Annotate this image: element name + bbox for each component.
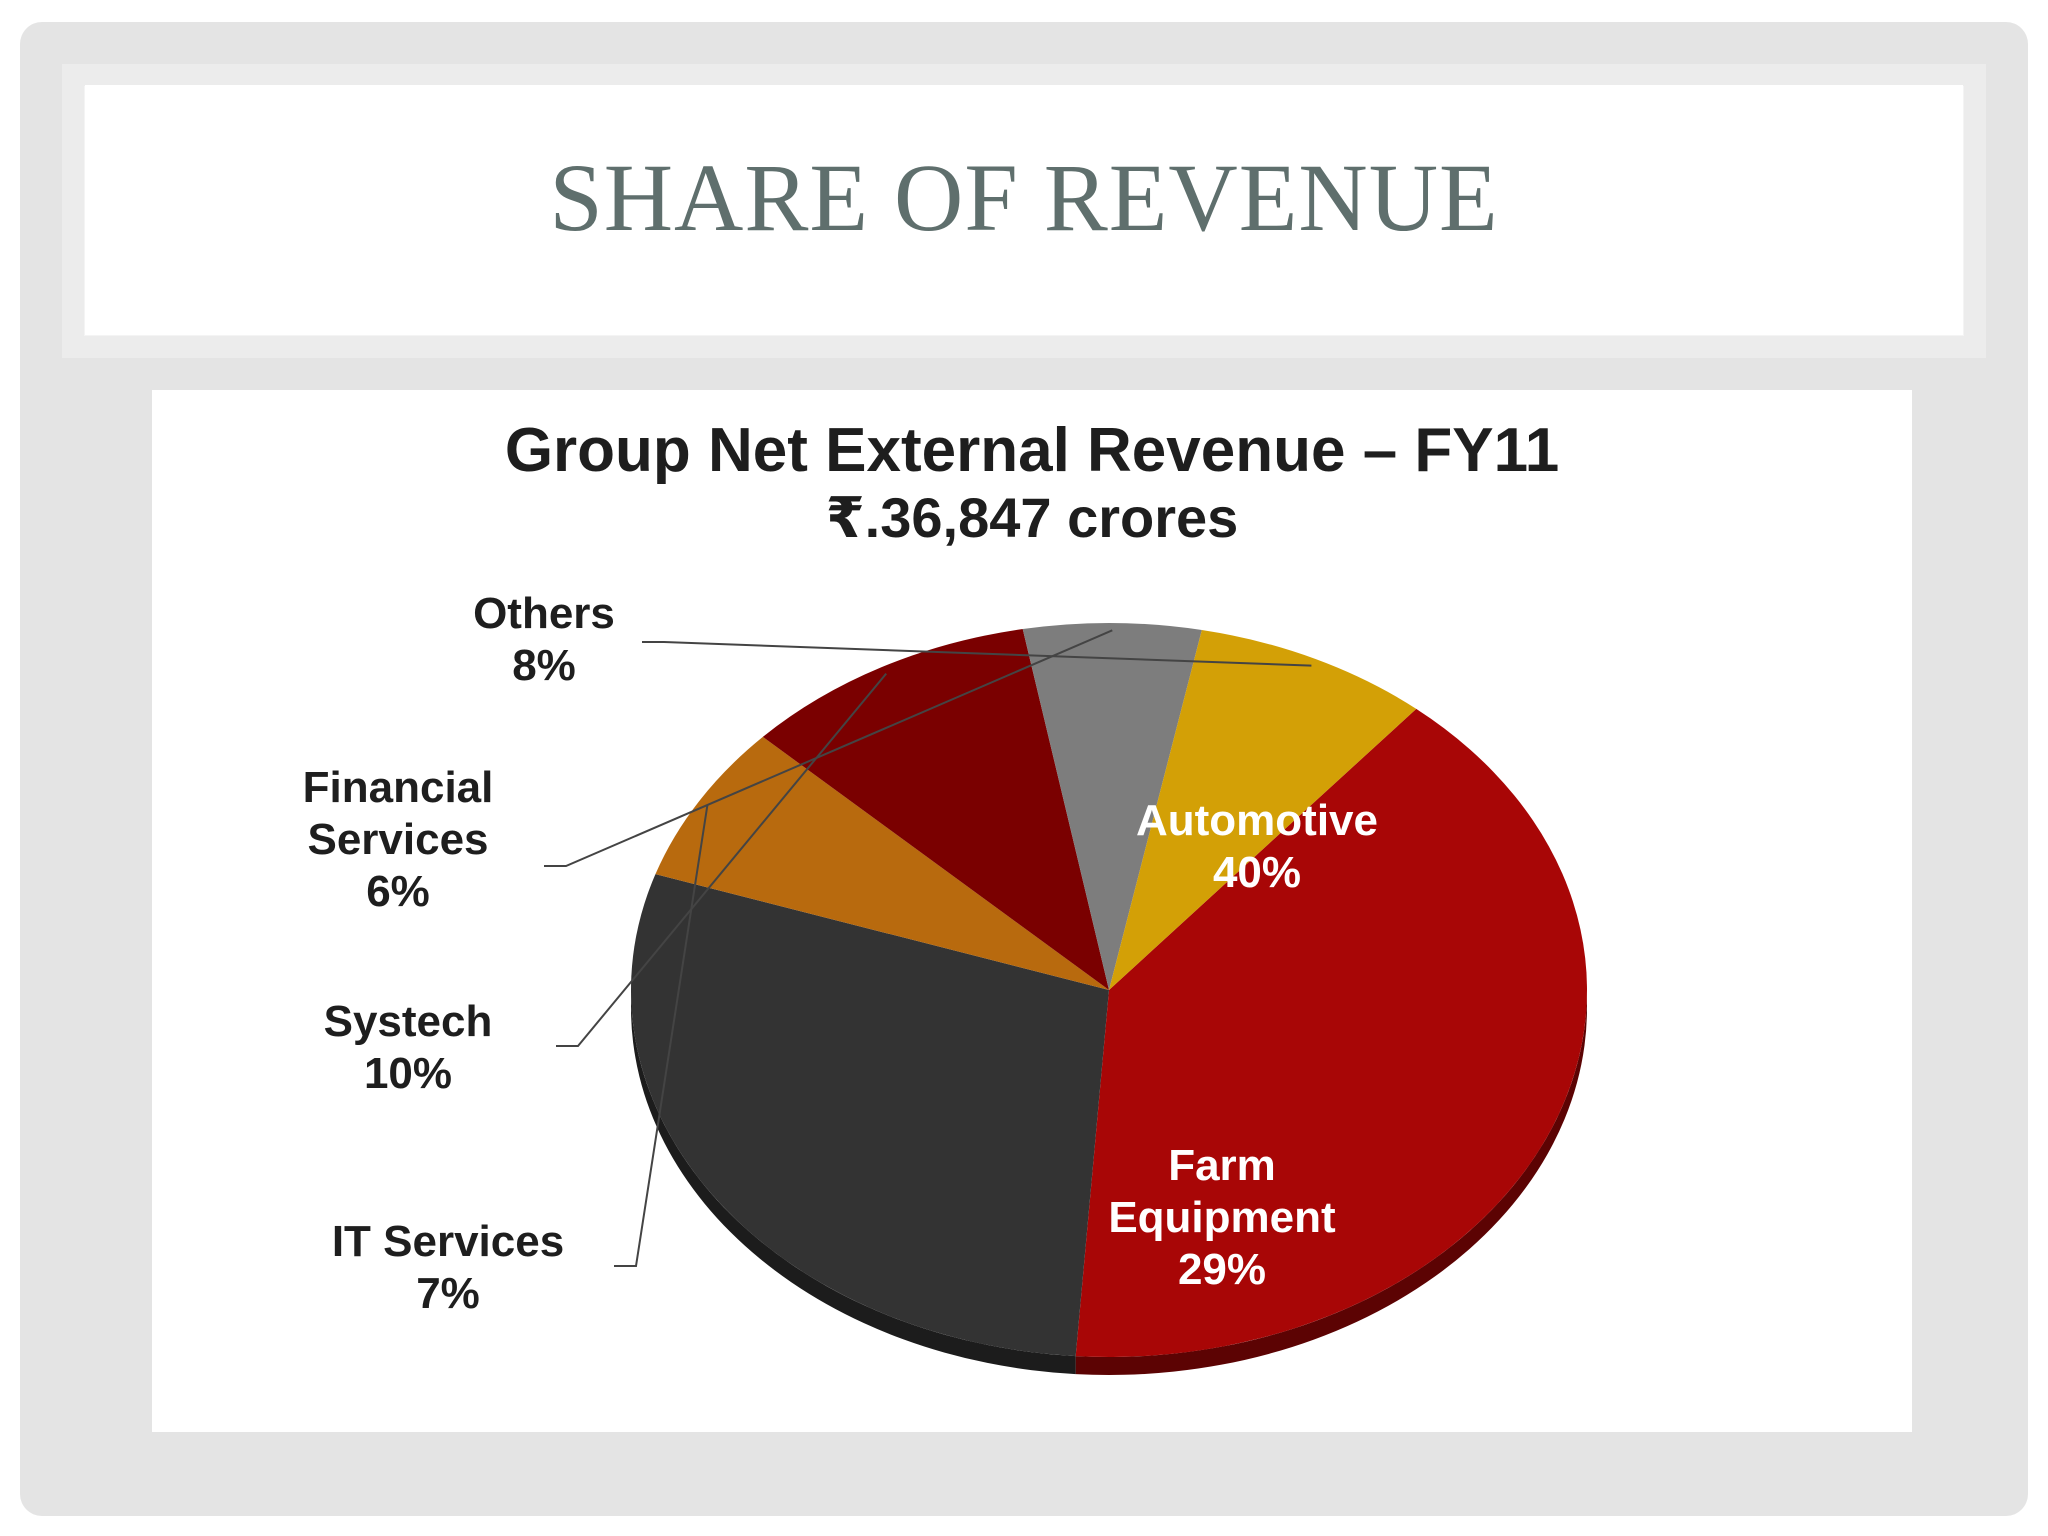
leader-line-systech: [556, 672, 887, 1047]
leader-line-others: [642, 641, 1312, 667]
slice-value-systech: 10%: [364, 1049, 452, 1098]
slice-name-automotive: Automotive: [1136, 796, 1378, 845]
title-inner: [85, 85, 1963, 335]
slice-name-financial-services: Financial: [303, 763, 494, 812]
leader-line-it-services: [614, 804, 709, 1267]
slice-name-farm-equipment: Farm: [1168, 1141, 1276, 1190]
slice-label-automotive: Automotive 40%: [1136, 796, 1378, 897]
slice-label-it-services: IT Services 7%: [332, 1217, 564, 1318]
slice-name-financial-services: Services: [307, 815, 488, 864]
slice-value-automotive: 40%: [1213, 848, 1301, 897]
slice-value-financial-services: 6%: [366, 867, 430, 916]
chart-panel: Group Net External Revenue – FY11 ₹.36,8…: [152, 390, 1912, 1432]
chart-subtitle: ₹.36,847 crores: [825, 486, 1239, 549]
chart-title: Group Net External Revenue – FY11: [504, 416, 1560, 485]
slice-label-others: Others 8%: [473, 589, 615, 690]
slide-title: SHARE OF REVENUE: [549, 144, 1499, 251]
slice-value-it-services: 7%: [416, 1269, 480, 1318]
slice-name-systech: Systech: [324, 997, 493, 1046]
pie-slice-financial-services: [1022, 623, 1202, 990]
slice-label-financial-services: Financial Services 6%: [303, 763, 494, 916]
pie-slice-others: [1109, 629, 1417, 990]
pie-slice-farm-equipment: [631, 874, 1109, 1357]
pie-slice-automotive: [1075, 708, 1588, 1357]
slice-name-it-services: IT Services: [332, 1217, 564, 1266]
slice-value-others: 8%: [512, 641, 576, 690]
slice-name-others: Others: [473, 589, 615, 638]
slice-value-farm-equipment: 29%: [1178, 1245, 1266, 1294]
leader-line-financial-services: [544, 629, 1113, 867]
slice-label-farm-equipment: Farm Equipment 29%: [1108, 1141, 1336, 1294]
pie-chart: Automotive 40% Farm Equipment 29% IT Services…: [303, 589, 1588, 1375]
pie-slice-it-services: [655, 736, 1109, 990]
slice-name-farm-equipment: Equipment: [1108, 1193, 1336, 1242]
slice-label-systech: Systech 10%: [324, 997, 493, 1098]
